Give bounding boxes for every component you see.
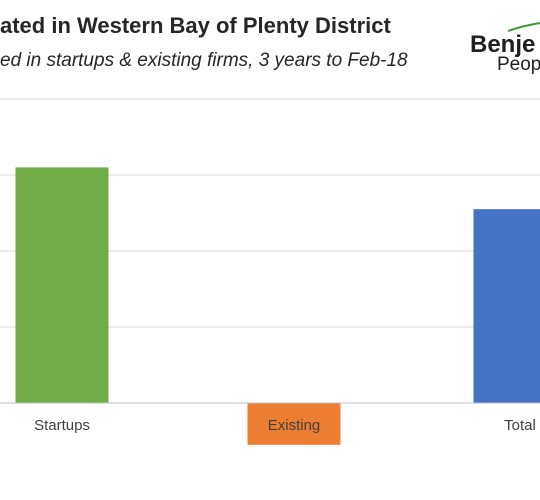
- logo-subtext: Peopl: [497, 54, 540, 75]
- category-label-total: Total: [504, 417, 536, 434]
- bar-total: [473, 209, 540, 403]
- bars: [15, 167, 540, 445]
- logo-text: Benje: [470, 31, 535, 58]
- logo: Benje Peopl: [470, 22, 540, 75]
- bar-existing: [247, 403, 341, 445]
- chart-title: ated in Western Bay of Plenty District: [0, 13, 391, 38]
- category-labels: Startups Existing Total: [34, 417, 536, 434]
- bar-startups: [15, 167, 109, 403]
- category-label-startups: Startups: [34, 417, 90, 434]
- logo-swoosh-icon: [507, 22, 540, 32]
- chart-subtitle: ed in startups & existing firms, 3 years…: [0, 50, 408, 71]
- category-label-existing: Existing: [268, 417, 321, 434]
